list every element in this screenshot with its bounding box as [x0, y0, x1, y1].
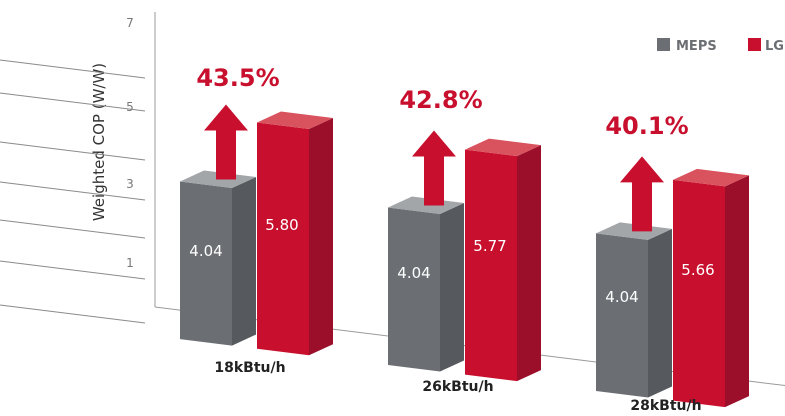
value-label-lg-2: 5.66 — [681, 261, 714, 279]
bars — [180, 104, 749, 408]
y-tick-labels: 1 3 5 7 — [126, 16, 134, 270]
bar-meps-0-front — [180, 181, 232, 346]
percent-annotation-1: 42.8% — [399, 86, 482, 114]
bar-meps-2 — [596, 222, 672, 398]
bar-lg-0-front — [257, 122, 309, 356]
legend-swatch-lg — [748, 38, 761, 51]
bar-lg-2 — [673, 168, 749, 408]
gridline — [0, 181, 146, 201]
legend: MEPS LG — [657, 38, 784, 54]
bar-meps-2-front — [596, 233, 648, 398]
value-labels: 4.04 5.80 4.04 5.77 4.04 5.66 — [189, 216, 714, 306]
bar-meps-0-side — [232, 177, 256, 346]
gridline — [0, 92, 146, 112]
bar-lg-1-front — [465, 149, 517, 382]
y-tick-label: 3 — [126, 177, 134, 191]
bar-lg-2-front — [673, 179, 725, 408]
category-label-2: 28kBtu/h — [630, 398, 701, 414]
gridline — [0, 141, 146, 161]
arrow-up-icon — [620, 156, 664, 232]
bar-meps-1 — [388, 196, 464, 372]
value-label-meps-1: 4.04 — [397, 264, 430, 282]
y-tick-label: 1 — [126, 256, 134, 270]
category-label-0: 18kBtu/h — [214, 360, 285, 376]
percent-annotation-0: 43.5% — [196, 64, 279, 92]
gridline — [0, 304, 146, 324]
value-label-lg-1: 5.77 — [473, 237, 506, 255]
y-tick-label: 7 — [126, 16, 134, 30]
bar-meps-2-side — [648, 228, 672, 398]
arrow-up-icon — [412, 130, 456, 206]
y-axis-title: Weighted COP (W/W) — [90, 63, 108, 221]
bar-lg-1-side — [517, 145, 541, 382]
value-label-meps-0: 4.04 — [189, 242, 222, 260]
value-label-lg-0: 5.80 — [265, 216, 298, 234]
gridline — [0, 59, 146, 79]
bar-lg-2-top — [673, 168, 749, 187]
bar-lg-0-side — [309, 118, 333, 356]
category-labels: 18kBtu/h 26kBtu/h 28kBtu/h — [214, 360, 701, 414]
value-label-meps-2: 4.04 — [605, 288, 638, 306]
bar-lg-2-side — [725, 175, 749, 408]
bar-lg-0-top — [257, 111, 333, 130]
bar-meps-1-front — [388, 207, 440, 372]
y-tick-label: 5 — [126, 100, 134, 114]
gridline — [0, 219, 146, 239]
bar-lg-0 — [257, 111, 333, 356]
legend-label-lg: LG — [765, 39, 784, 54]
legend-swatch-meps — [657, 38, 670, 51]
legend-label-meps: MEPS — [676, 39, 717, 54]
arrow-up-icon — [204, 104, 248, 180]
gridline — [0, 260, 146, 280]
category-label-1: 26kBtu/h — [422, 379, 493, 395]
percent-annotation-2: 40.1% — [605, 112, 688, 140]
bar-lg-1 — [465, 138, 541, 382]
bar-meps-1-side — [440, 202, 464, 372]
bar-lg-1-top — [465, 138, 541, 157]
percent-annotations: 43.5% 42.8% 40.1% — [196, 64, 688, 140]
gridlines — [0, 59, 146, 324]
